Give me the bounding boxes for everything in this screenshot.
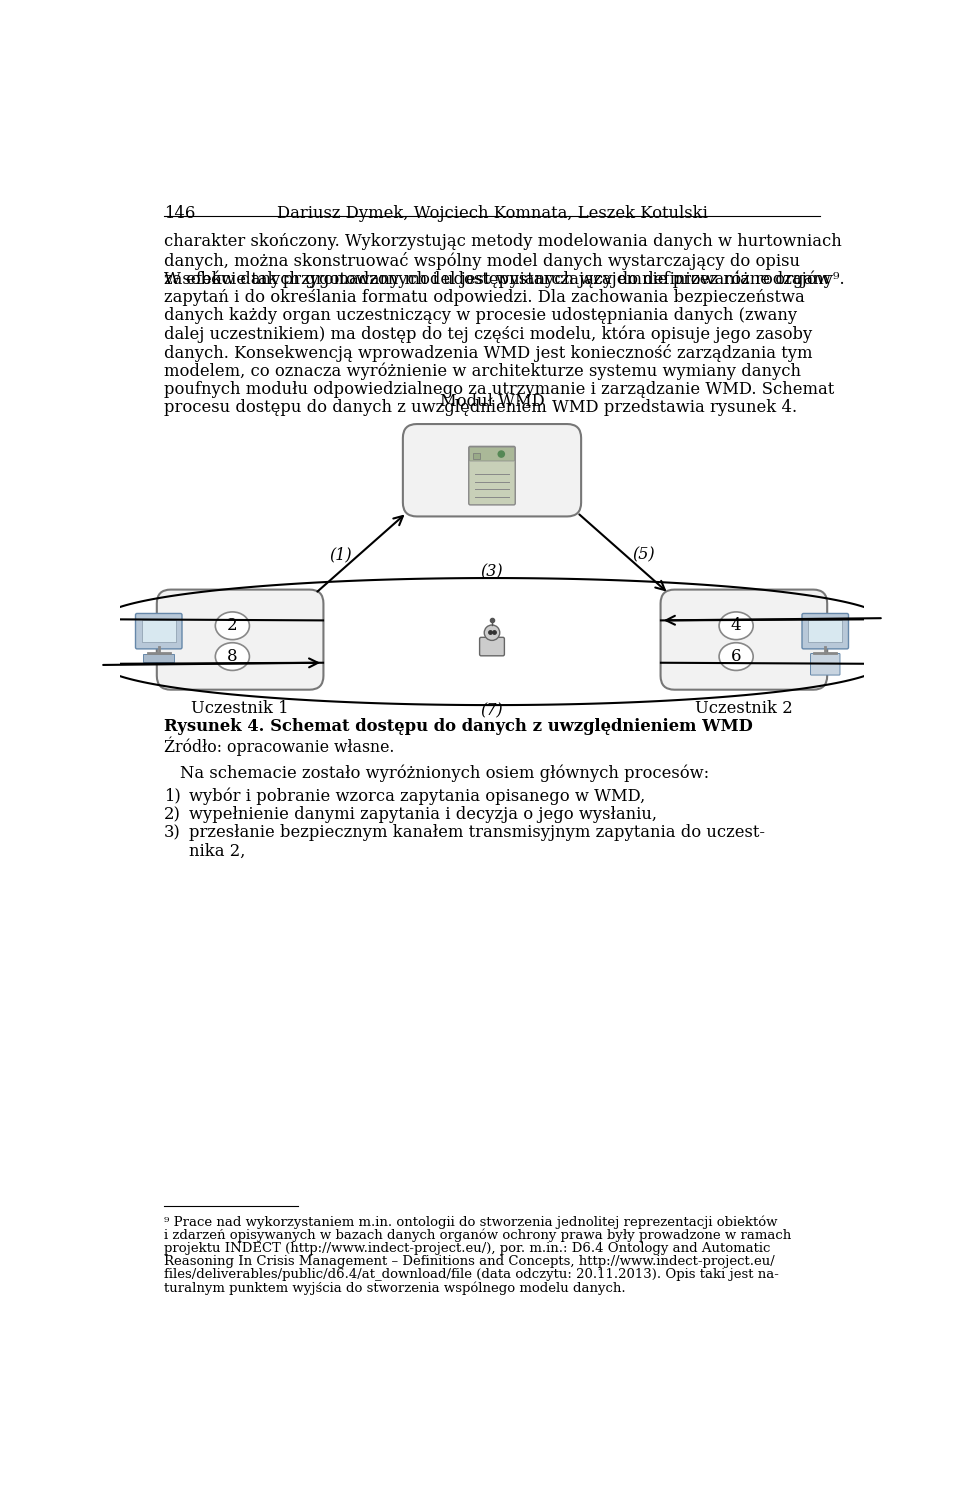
Text: poufnych modułu odpowiedzialnego za utrzymanie i zarządzanie WMD. Schemat: poufnych modułu odpowiedzialnego za utrz…: [164, 381, 834, 398]
Circle shape: [484, 625, 500, 640]
Text: 2): 2): [164, 806, 181, 822]
Text: Uczestnik 2: Uczestnik 2: [695, 700, 793, 717]
Text: dalej uczestnikiem) ma dostęp do tej części modelu, która opisuje jego zasoby: dalej uczestnikiem) ma dostęp do tej czę…: [164, 325, 812, 343]
Text: 2: 2: [228, 617, 238, 634]
Text: W efekcie tak przygotowany model jest wystarczający do definiowania rodzajów: W efekcie tak przygotowany model jest wy…: [164, 270, 830, 288]
Text: procesu dostępu do danych z uwzględnieniem WMD przedstawia rysunek 4.: procesu dostępu do danych z uwzględnieni…: [164, 399, 798, 416]
Text: 1): 1): [164, 788, 180, 804]
FancyBboxPatch shape: [468, 446, 516, 505]
Text: 4: 4: [731, 617, 741, 634]
Text: danych, można skonstruować wspólny model danych wystarczający do opisu: danych, można skonstruować wspólny model…: [164, 252, 801, 270]
Ellipse shape: [719, 643, 754, 670]
FancyBboxPatch shape: [469, 447, 515, 461]
Text: ⁹ Prace nad wykorzystaniem m.in. ontologii do stworzenia jednolitej reprezentacj: ⁹ Prace nad wykorzystaniem m.in. ontolog…: [164, 1215, 778, 1229]
Bar: [143, 654, 175, 663]
Text: Reasoning In Crisis Management – Definitions and Concepts, http://www.indect-pro: Reasoning In Crisis Management – Definit…: [164, 1254, 775, 1268]
Text: danych każdy organ uczestniczący w procesie udostępniania danych (zwany: danych każdy organ uczestniczący w proce…: [164, 307, 798, 324]
Ellipse shape: [719, 611, 754, 640]
Text: danych. Konsekwencją wprowadzenia WMD jest konieczność zarządzania tym: danych. Konsekwencją wprowadzenia WMD je…: [164, 343, 813, 361]
Text: (7): (7): [481, 702, 503, 718]
Text: wybór i pobranie wzorca zapytania opisanego w WMD,: wybór i pobranie wzorca zapytania opisan…: [189, 788, 645, 806]
Text: projektu INDECT (http://www.indect-project.eu/), por. m.in.: D6.4 Ontology and A: projektu INDECT (http://www.indect-proje…: [164, 1242, 771, 1254]
Text: Dariusz Dymek, Wojciech Komnata, Leszek Kotulski: Dariusz Dymek, Wojciech Komnata, Leszek …: [276, 205, 708, 223]
Circle shape: [498, 450, 504, 458]
Text: 6: 6: [731, 648, 741, 666]
Text: turalnym punktem wyjścia do stworzenia wspólnego modelu danych.: turalnym punktem wyjścia do stworzenia w…: [164, 1282, 626, 1295]
Text: i zdarzeń opisywanych w bazach danych organów ochrony prawa były prowadzone w ra: i zdarzeń opisywanych w bazach danych or…: [164, 1229, 791, 1242]
Text: Moduł WMD: Moduł WMD: [440, 393, 544, 410]
Text: (5): (5): [632, 547, 655, 563]
Bar: [808, 620, 842, 642]
Text: wypełnienie danymi zapytania i decyzja o jego wysłaniu,: wypełnienie danymi zapytania i decyzja o…: [189, 806, 657, 822]
Text: 146: 146: [164, 205, 196, 223]
Text: charakter skończony. Wykorzystując metody modelowania danych w hurtowniach: charakter skończony. Wykorzystując metod…: [164, 233, 842, 250]
Bar: [142, 620, 176, 642]
Text: nika 2,: nika 2,: [189, 843, 246, 860]
FancyBboxPatch shape: [810, 654, 840, 675]
FancyBboxPatch shape: [135, 613, 182, 649]
Text: (1): (1): [329, 547, 352, 563]
Bar: [473, 452, 480, 459]
Text: Źródło: opracowanie własne.: Źródło: opracowanie własne.: [164, 736, 395, 756]
FancyBboxPatch shape: [156, 589, 324, 690]
Text: przesłanie bezpiecznym kanałem transmisyjnym zapytania do uczest-: przesłanie bezpiecznym kanałem transmisy…: [189, 824, 765, 842]
FancyBboxPatch shape: [802, 613, 849, 649]
Text: modelem, co oznacza wyróżnienie w architekturze systemu wymiany danych: modelem, co oznacza wyróżnienie w archit…: [164, 363, 802, 380]
Text: zasobów danych gromadzonych i udostępnianych wzajemnie przez różne organy⁹.: zasobów danych gromadzonych i udostępnia…: [164, 270, 845, 288]
FancyBboxPatch shape: [480, 637, 504, 655]
Ellipse shape: [215, 643, 250, 670]
Text: 8: 8: [228, 648, 238, 666]
Text: zapytań i do określania formatu odpowiedzi. Dla zachowania bezpieczeństwa: zapytań i do określania formatu odpowied…: [164, 289, 804, 306]
FancyBboxPatch shape: [660, 589, 828, 690]
Text: 3): 3): [164, 824, 180, 842]
Ellipse shape: [215, 611, 250, 640]
Text: files/deliverables/public/d6.4/at_download/file (data odczytu: 20.11.2013). Opis: files/deliverables/public/d6.4/at_downlo…: [164, 1268, 780, 1282]
Text: (3): (3): [481, 563, 503, 580]
Text: Uczestnik 1: Uczestnik 1: [191, 700, 289, 717]
Text: Na schemacie zostało wyróżnionych osiem głównych procesów:: Na schemacie zostało wyróżnionych osiem …: [180, 765, 708, 782]
Text: Rysunek 4. Schemat dostępu do danych z uwzględnieniem WMD: Rysunek 4. Schemat dostępu do danych z u…: [164, 718, 753, 735]
FancyBboxPatch shape: [403, 425, 581, 517]
